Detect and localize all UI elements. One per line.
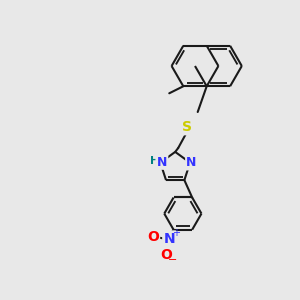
Text: O: O: [147, 230, 159, 244]
Text: −: −: [168, 255, 178, 265]
Text: N: N: [186, 156, 197, 169]
Text: H: H: [150, 156, 160, 166]
Text: +: +: [172, 228, 180, 238]
Text: N: N: [157, 156, 167, 169]
Text: N: N: [164, 232, 175, 246]
Text: O: O: [160, 248, 172, 262]
Text: S: S: [182, 120, 192, 134]
